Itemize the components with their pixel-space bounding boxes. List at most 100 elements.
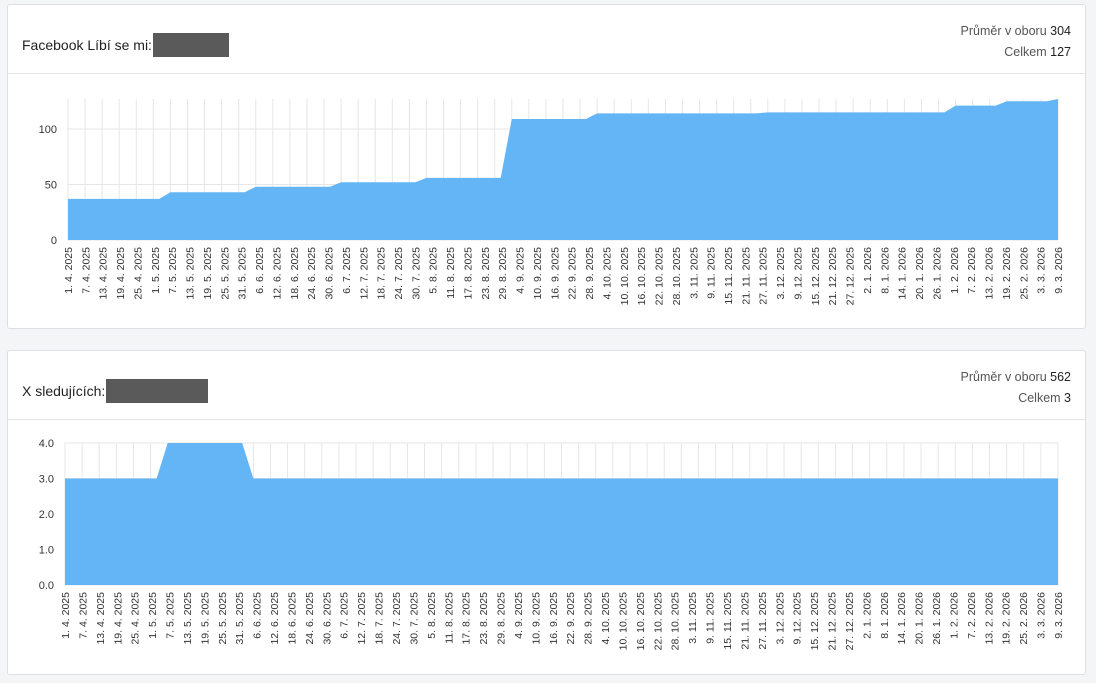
facebook-likes-chart: 0 50 100 1. 4. 2025 7. 4. 2025 13. 4. 2025 19.… bbox=[39, 98, 1065, 306]
x-tick-label: 7. 4. 2025 bbox=[77, 592, 89, 639]
x-tick-label: 27. 11. 2025 bbox=[757, 592, 769, 650]
x-tick-label: 5. 8. 2025 bbox=[428, 247, 440, 294]
x-tick-label: 9. 3. 2026 bbox=[1053, 592, 1065, 639]
x-tick-label: 1. 2. 2026 bbox=[948, 592, 960, 639]
x-tick-label: 16. 10. 2025 bbox=[636, 247, 648, 306]
x-tick-label: 22. 10. 2025 bbox=[654, 247, 666, 306]
x-tick-label: 28. 9. 2025 bbox=[584, 247, 596, 300]
card-title: X sledujících: bbox=[22, 379, 209, 403]
x-tick-label: 4. 9. 2025 bbox=[515, 247, 527, 294]
x-tick-label: 27. 12. 2025 bbox=[845, 247, 857, 306]
x-tick-label: 19. 5. 2025 bbox=[202, 247, 214, 300]
x-tick-label: 26. 1. 2026 bbox=[931, 247, 943, 300]
total-value: 127 bbox=[1050, 45, 1071, 59]
x-tick-label: 10. 9. 2025 bbox=[530, 592, 542, 645]
x-tick-label: 9. 12. 2025 bbox=[792, 592, 804, 645]
x-tick-label: 24. 7. 2025 bbox=[391, 592, 403, 645]
x-tick-label: 6. 6. 2025 bbox=[252, 592, 264, 639]
x-tick-label: 31. 5. 2025 bbox=[237, 247, 249, 300]
x-tick-label: 5. 8. 2025 bbox=[426, 592, 438, 639]
facebook-likes-title: Facebook Líbí se mi: bbox=[22, 37, 152, 53]
redacted-value bbox=[152, 33, 229, 57]
industry-average-label: Průměr v oboru bbox=[960, 370, 1047, 384]
y-tick-label: 3.0 bbox=[39, 474, 54, 486]
x-tick-label: 9. 11. 2025 bbox=[706, 247, 718, 299]
x-tick-label: 24. 6. 2025 bbox=[304, 592, 316, 645]
x-tick-label: 28. 9. 2025 bbox=[583, 592, 595, 645]
x-tick-label: 23. 8. 2025 bbox=[478, 592, 490, 645]
x-tick-label: 7. 4. 2025 bbox=[80, 247, 92, 294]
x-followers-chart: 0.0 1.0 2.0 3.0 4.0 1. 4. 2025 7. 4. 2025 13. 4… bbox=[39, 438, 1065, 651]
x-tick-label: 15. 11. 2025 bbox=[722, 592, 734, 650]
industry-average-value: 304 bbox=[1050, 24, 1071, 38]
x-tick-label: 1. 5. 2025 bbox=[147, 592, 159, 639]
x-tick-label: 30. 7. 2025 bbox=[408, 592, 420, 645]
y-tick-label: 2.0 bbox=[39, 509, 54, 521]
x-tick-label: 15. 12. 2025 bbox=[809, 592, 821, 651]
x-tick-label: 27. 12. 2025 bbox=[844, 592, 856, 651]
x-tick-label: 21. 11. 2025 bbox=[740, 247, 752, 305]
total-label: Celkem bbox=[1018, 391, 1061, 405]
x-tick-label: 17. 8. 2025 bbox=[461, 592, 473, 645]
card-header: X sledujících: Průměr v oboru 562 Celkem… bbox=[8, 351, 1085, 420]
total-label: Celkem bbox=[1004, 45, 1047, 59]
x-tick-label: 18. 7. 2025 bbox=[374, 592, 386, 645]
y-tick-label: 100 bbox=[39, 124, 57, 136]
x-tick-label: 26. 1. 2026 bbox=[931, 592, 943, 645]
x-tick-label: 25. 4. 2025 bbox=[130, 592, 142, 645]
x-tick-label: 18. 6. 2025 bbox=[289, 247, 301, 300]
x-tick-label: 16. 9. 2025 bbox=[549, 247, 561, 300]
x-tick-label: 13. 4. 2025 bbox=[95, 592, 107, 645]
x-tick-label: 6. 7. 2025 bbox=[341, 247, 353, 294]
x-tick-label: 18. 7. 2025 bbox=[376, 247, 388, 300]
x-tick-label: 7. 2. 2026 bbox=[966, 247, 978, 294]
x-tick-label: 4. 10. 2025 bbox=[601, 247, 613, 300]
x-tick-label: 1. 5. 2025 bbox=[150, 247, 162, 294]
x-tick-label: 1. 4. 2025 bbox=[63, 247, 75, 294]
data-area bbox=[65, 443, 1058, 585]
x-tick-label: 3. 3. 2026 bbox=[1036, 592, 1048, 639]
x-tick-label: 8. 1. 2026 bbox=[879, 247, 891, 294]
x-tick-label: 30. 6. 2025 bbox=[321, 592, 333, 645]
x-tick-label: 30. 7. 2025 bbox=[410, 247, 422, 300]
x-tick-label: 4. 10. 2025 bbox=[600, 592, 612, 645]
y-tick-label: 4.0 bbox=[39, 438, 54, 450]
total: Celkem 127 bbox=[961, 42, 1071, 63]
x-tick-label: 3. 12. 2025 bbox=[775, 247, 787, 300]
x-tick-label: 20. 1. 2026 bbox=[914, 247, 926, 300]
x-tick-label: 25. 2. 2026 bbox=[1018, 247, 1030, 300]
x-tick-label: 15. 11. 2025 bbox=[723, 247, 735, 305]
x-tick-label: 2. 1. 2026 bbox=[861, 592, 873, 639]
x-tick-label: 21. 12. 2025 bbox=[827, 247, 839, 306]
total-value: 3 bbox=[1064, 391, 1071, 405]
x-tick-label: 10. 9. 2025 bbox=[532, 247, 544, 300]
x-tick-label: 12. 6. 2025 bbox=[269, 592, 281, 645]
x-tick-label: 10. 10. 2025 bbox=[617, 592, 629, 651]
x-tick-label: 19. 4. 2025 bbox=[115, 247, 127, 300]
y-tick-label: 0 bbox=[51, 235, 57, 247]
x-tick-label: 7. 5. 2025 bbox=[167, 247, 179, 294]
x-tick-label: 23. 8. 2025 bbox=[480, 247, 492, 300]
x-tick-label: 20. 1. 2026 bbox=[914, 592, 926, 645]
x-followers-card: X sledujících: Průměr v oboru 562 Celkem… bbox=[7, 350, 1086, 675]
data-area bbox=[68, 99, 1058, 240]
x-tick-label: 6. 6. 2025 bbox=[254, 247, 266, 294]
x-tick-label: 15. 12. 2025 bbox=[810, 247, 822, 306]
facebook-likes-card: Facebook Líbí se mi: Průměr v oboru 304 … bbox=[7, 4, 1086, 329]
x-tick-label: 19. 4. 2025 bbox=[112, 592, 124, 645]
x-tick-label: 9. 12. 2025 bbox=[792, 247, 804, 300]
x-tick-label: 28. 10. 2025 bbox=[671, 247, 683, 306]
x-tick-label: 25. 4. 2025 bbox=[132, 247, 144, 300]
x-tick-label: 29. 8. 2025 bbox=[497, 247, 509, 300]
x-tick-label: 10. 10. 2025 bbox=[619, 247, 631, 306]
x-tick-label: 11. 8. 2025 bbox=[445, 247, 457, 299]
x-followers-title: X sledujících: bbox=[22, 383, 106, 399]
card-header: Facebook Líbí se mi: Průměr v oboru 304 … bbox=[8, 5, 1085, 74]
card-stats: Průměr v oboru 562 Celkem 3 bbox=[961, 367, 1072, 409]
x-tick-label: 25. 5. 2025 bbox=[217, 592, 229, 645]
x-tick-label: 2. 1. 2026 bbox=[862, 247, 874, 294]
x-tick-label: 3. 11. 2025 bbox=[688, 247, 700, 299]
x-tick-label: 4. 9. 2025 bbox=[513, 592, 525, 639]
x-tick-label: 1. 2. 2026 bbox=[949, 247, 961, 294]
x-tick-label: 25. 5. 2025 bbox=[219, 247, 231, 300]
